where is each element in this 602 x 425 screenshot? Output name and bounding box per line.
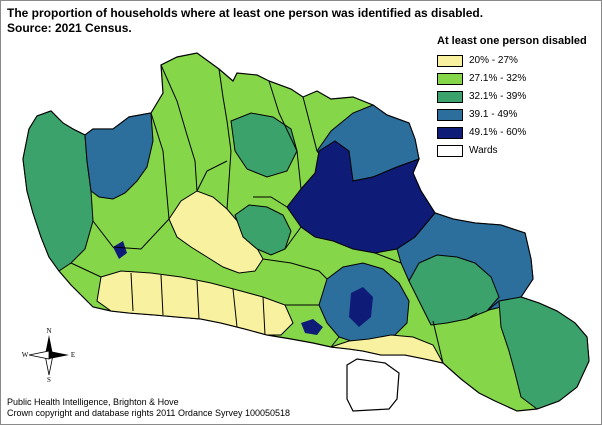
legend-label: 39.1 - 49% xyxy=(469,109,518,120)
ward-boundary xyxy=(284,226,302,250)
ward-region-darkblue-west xyxy=(113,241,127,259)
ward-boundary xyxy=(262,296,266,336)
legend-item: 32.1% - 39% xyxy=(437,89,597,104)
legend-item: 20% - 27% xyxy=(437,53,597,68)
compass-east-label: E xyxy=(71,351,75,359)
ward-boundary xyxy=(196,280,200,320)
ward-boundary xyxy=(330,336,340,348)
ward-boundary xyxy=(302,96,318,152)
ward-region-west xyxy=(22,110,94,272)
legend-label: 49.1% - 60% xyxy=(469,127,527,138)
map-legend: At least one person disabled 20% - 27% 2… xyxy=(437,35,597,161)
ward-boundary xyxy=(232,288,238,328)
legend-label: 32.1% - 39% xyxy=(469,91,527,102)
ward-region-west-blue xyxy=(84,112,154,200)
ward-boundary xyxy=(130,272,134,312)
legend-swatch xyxy=(437,108,463,121)
compass-north-label: N xyxy=(46,327,51,335)
credits: Public Health Intelligence, Brighton & H… xyxy=(7,397,290,419)
ward-boundary xyxy=(196,160,228,192)
ward-region-coast-yellow xyxy=(96,270,294,336)
ward-boundary xyxy=(374,252,402,264)
ward-boundary xyxy=(160,64,198,192)
ward-region-east-green xyxy=(408,254,500,326)
ward-boundary xyxy=(268,80,302,190)
ward-region-darkblue-north xyxy=(286,140,436,254)
ward-region-darkblue-south xyxy=(301,319,323,335)
compass-east-point xyxy=(49,351,69,359)
marina xyxy=(346,358,400,412)
legend-label: Wards xyxy=(469,145,498,156)
legend-item: 27.1% - 32% xyxy=(437,71,597,86)
legend-item: Wards xyxy=(437,143,597,158)
compass-north-point xyxy=(45,335,53,355)
legend-swatch xyxy=(437,72,463,85)
ward-region-north-green xyxy=(230,112,298,178)
ward-boundary xyxy=(432,320,444,364)
credit-line-1: Public Health Intelligence, Brighton & H… xyxy=(7,397,179,407)
ward-boundary xyxy=(150,112,170,220)
legend-swatch xyxy=(437,90,463,103)
title-line-1: The proportion of households where at le… xyxy=(7,6,484,20)
compass-south-label: S xyxy=(47,376,51,383)
compass-rose-icon: N S E W xyxy=(22,327,75,383)
ward-boundary xyxy=(92,218,170,250)
ward-boundary xyxy=(486,300,500,312)
ward-region-mid-green xyxy=(234,204,292,256)
compass-west-point xyxy=(28,350,50,360)
map-title: The proportion of households where at le… xyxy=(7,6,483,36)
ward-region-darkblue-central xyxy=(349,287,373,327)
ward-boundary xyxy=(253,196,288,208)
ward-boundaries xyxy=(70,64,500,364)
ward-boundary xyxy=(466,312,478,320)
legend-item: 39.1 - 49% xyxy=(437,107,597,122)
legend-swatch xyxy=(437,126,463,139)
title-line-2: Source: 2021 Census. xyxy=(7,21,132,35)
ward-boundary xyxy=(160,274,164,316)
legend-swatch xyxy=(437,54,463,67)
ward-boundary xyxy=(218,68,232,210)
credit-line-2: Crown copyright and database rights 2011… xyxy=(7,408,291,418)
ward-boundary xyxy=(262,258,328,280)
ward-region-far-east-green xyxy=(498,296,590,410)
legend-title: At least one person disabled xyxy=(437,35,587,47)
legend-item: 49.1% - 60% xyxy=(437,125,597,140)
compass-west-label: W xyxy=(22,351,29,359)
legend-swatch xyxy=(437,144,463,157)
ward-boundary xyxy=(70,262,102,278)
legend-label: 27.1% - 32% xyxy=(469,73,527,84)
legend-label: 20% - 27% xyxy=(469,55,518,66)
